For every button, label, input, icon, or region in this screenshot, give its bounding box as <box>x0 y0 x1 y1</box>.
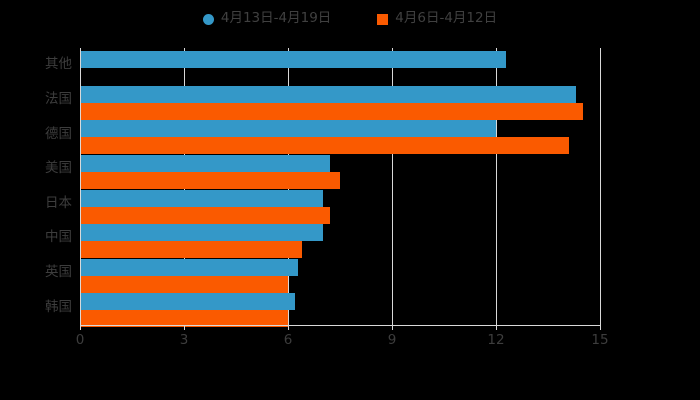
bar-group <box>80 51 600 86</box>
y-axis-label: 英国 <box>45 264 72 281</box>
bar[interactable] <box>80 241 302 259</box>
legend-item-series-0[interactable]: 4月13日-4月19日 <box>202 10 332 27</box>
x-axis-tick-label: 0 <box>75 332 85 348</box>
bar[interactable] <box>80 275 288 293</box>
bar[interactable] <box>80 137 569 155</box>
x-axis-tick-label: 15 <box>591 332 609 348</box>
x-axis-tick-label: 9 <box>387 332 397 348</box>
y-axis-label: 其他 <box>45 56 72 73</box>
x-axis-tick <box>184 325 185 330</box>
bar[interactable] <box>80 102 583 120</box>
bar-group <box>80 154 600 190</box>
x-axis-labels: 0 3 6 9 12 15 <box>0 325 700 354</box>
x-axis-line <box>80 325 601 326</box>
plot-area <box>80 48 601 328</box>
bar[interactable] <box>80 120 496 138</box>
bar[interactable] <box>80 189 323 207</box>
bar-group <box>80 224 600 259</box>
y-axis-label: 日本 <box>45 194 72 211</box>
chart-legend: 4月13日-4月19日 4月6日-4月12日 <box>0 8 700 30</box>
bar-group <box>80 120 600 155</box>
x-axis-tick <box>600 325 601 330</box>
x-axis-tick-label: 3 <box>179 332 189 348</box>
bar-group <box>80 293 600 328</box>
bar-group <box>80 189 600 225</box>
bar[interactable] <box>80 154 330 172</box>
bar[interactable] <box>80 293 295 311</box>
y-axis-label: 德国 <box>45 125 72 142</box>
x-axis-tick <box>80 325 81 330</box>
legend-swatch-circle-icon <box>202 13 214 25</box>
bar[interactable] <box>80 85 576 103</box>
x-axis-tick <box>392 325 393 330</box>
bar[interactable] <box>80 206 330 224</box>
y-axis-label: 美国 <box>45 160 72 177</box>
y-axis-label: 韩国 <box>45 298 72 315</box>
bar[interactable] <box>80 224 323 242</box>
x-axis-tick <box>496 325 497 330</box>
gridline-9 <box>392 48 393 325</box>
bar[interactable] <box>80 171 340 189</box>
x-axis-tick-label: 12 <box>487 332 505 348</box>
legend-swatch-square-icon <box>377 13 389 25</box>
bar-group <box>80 85 600 121</box>
legend-item-series-1[interactable]: 4月6日-4月12日 <box>377 12 497 26</box>
bar[interactable] <box>80 258 299 276</box>
bar[interactable] <box>80 51 507 68</box>
bar[interactable] <box>80 310 288 328</box>
legend-label-series-1: 4月6日-4月12日 <box>395 10 498 27</box>
y-axis-label: 中国 <box>45 229 72 246</box>
x-axis-tick-label: 6 <box>283 332 293 348</box>
gridline-12 <box>496 48 497 325</box>
gridline-15 <box>600 48 601 325</box>
x-axis-tick <box>288 325 289 330</box>
y-axis-label: 法国 <box>45 90 72 107</box>
legend-label-series-0: 4月13日-4月19日 <box>220 10 332 27</box>
bar-group <box>80 258 600 294</box>
y-axis-line <box>80 48 81 325</box>
y-axis-labels: 其他法国德国美国日本中国英国韩国 <box>0 48 72 325</box>
